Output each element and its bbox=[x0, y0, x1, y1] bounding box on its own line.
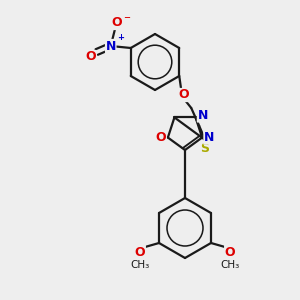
Text: CH₃: CH₃ bbox=[220, 260, 240, 270]
Text: O: O bbox=[156, 131, 166, 144]
Text: O: O bbox=[225, 245, 235, 259]
Text: O: O bbox=[178, 88, 189, 101]
Text: S: S bbox=[200, 142, 209, 154]
Text: O: O bbox=[111, 16, 122, 29]
Text: CH₃: CH₃ bbox=[130, 260, 150, 270]
Text: O: O bbox=[135, 245, 145, 259]
Text: −: − bbox=[123, 13, 130, 22]
Text: O: O bbox=[85, 50, 96, 64]
Text: N: N bbox=[204, 131, 214, 144]
Text: +: + bbox=[117, 33, 124, 42]
Text: N: N bbox=[197, 109, 208, 122]
Text: N: N bbox=[106, 40, 116, 52]
